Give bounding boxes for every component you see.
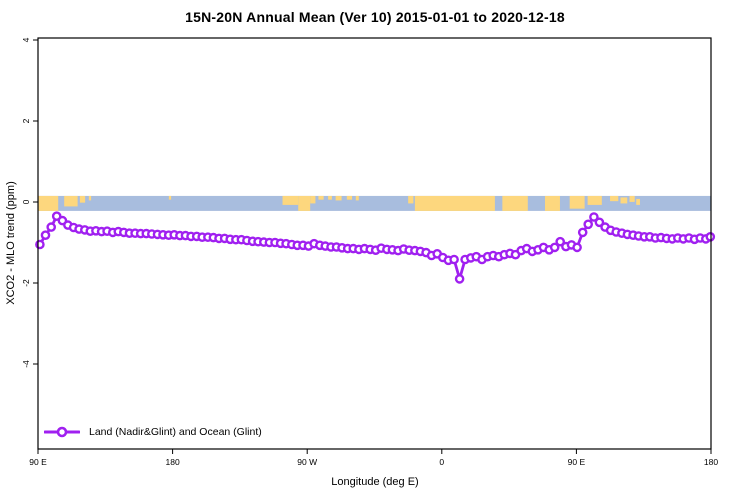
land-patch bbox=[587, 195, 602, 205]
land-patch bbox=[629, 195, 635, 202]
land-patch bbox=[64, 195, 78, 207]
land-patch bbox=[318, 195, 324, 200]
legend: Land (Nadir&Glint) and Ocean (Glint) bbox=[44, 425, 262, 439]
land-patch bbox=[282, 195, 299, 205]
data-point bbox=[454, 274, 465, 284]
chart-title: 15N-20N Annual Mean (Ver 10) 2015-01-01 … bbox=[185, 9, 565, 25]
y-tick-label: -4 bbox=[21, 360, 31, 368]
x-tick-label: 180 bbox=[704, 457, 718, 467]
y-axis-label: XCO2 - MLO trend (ppm) bbox=[5, 181, 17, 305]
land-patch bbox=[79, 195, 86, 203]
legend-line-marker-icon bbox=[44, 426, 80, 438]
y-tick-label: 4 bbox=[21, 37, 31, 42]
x-tick-label: 90 E bbox=[568, 457, 586, 467]
land-patch bbox=[414, 195, 495, 211]
legend-label: Land (Nadir&Glint) and Ocean (Glint) bbox=[89, 426, 262, 438]
data-point bbox=[583, 219, 594, 230]
y-tick-label: 0 bbox=[21, 199, 31, 204]
land-patch bbox=[636, 198, 640, 205]
y-tick-label: -2 bbox=[21, 279, 31, 287]
x-tick-label: 90 E bbox=[29, 457, 47, 467]
land-patch bbox=[544, 195, 560, 211]
x-axis-label: Longitude (deg E) bbox=[331, 476, 419, 488]
data-point bbox=[46, 222, 57, 232]
data-point bbox=[35, 239, 45, 250]
land-patch bbox=[569, 195, 585, 209]
land-patch bbox=[502, 195, 528, 211]
data-point bbox=[449, 254, 459, 265]
land-patch bbox=[88, 195, 92, 201]
land-patch bbox=[355, 195, 359, 201]
land-patch bbox=[310, 195, 316, 204]
y-tick-label: 2 bbox=[21, 118, 31, 123]
land-patch bbox=[38, 195, 59, 211]
data-point bbox=[549, 242, 560, 253]
land-patch bbox=[168, 195, 172, 200]
data-point bbox=[589, 212, 599, 222]
data-point bbox=[555, 236, 566, 247]
x-tick-label: 90 W bbox=[297, 457, 317, 467]
land-patch bbox=[610, 195, 619, 202]
data-point bbox=[705, 231, 716, 242]
plot-frame bbox=[37, 37, 712, 450]
land-patch bbox=[298, 195, 311, 211]
x-tick-label: 180 bbox=[166, 457, 180, 467]
data-point bbox=[40, 230, 51, 240]
data-point bbox=[594, 217, 605, 228]
land-patch bbox=[335, 195, 342, 201]
data-point bbox=[577, 227, 588, 238]
land-patch bbox=[408, 195, 414, 204]
land-patch bbox=[346, 195, 353, 200]
land-patch bbox=[328, 195, 332, 200]
land-patch bbox=[620, 197, 628, 204]
data-point bbox=[572, 242, 582, 253]
ocean-band bbox=[38, 195, 711, 211]
x-tick-label: 0 bbox=[439, 457, 444, 467]
